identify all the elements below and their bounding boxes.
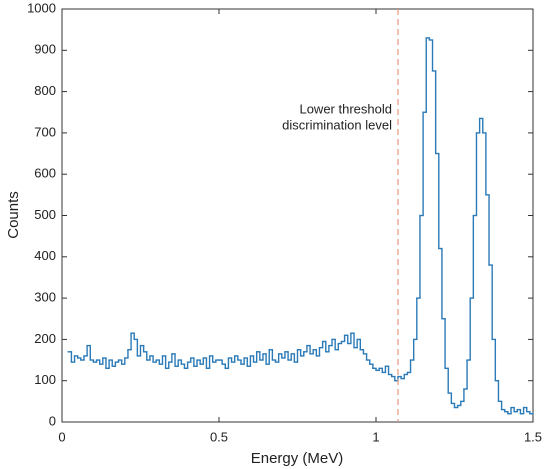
annotation: discrimination level xyxy=(282,117,392,132)
y-tick-label: 800 xyxy=(34,83,56,98)
annotation: Lower threshold xyxy=(299,101,392,116)
y-tick-label: 700 xyxy=(34,124,56,139)
y-tick-label: 100 xyxy=(34,372,56,387)
y-tick-label: 200 xyxy=(34,331,56,346)
y-tick-label: 600 xyxy=(34,166,56,181)
y-tick-label: 1000 xyxy=(27,0,56,15)
y-axis-label: Counts xyxy=(5,191,22,239)
x-axis-label: Energy (MeV) xyxy=(251,450,344,467)
y-tick-label: 900 xyxy=(34,42,56,57)
x-tick-label: 0.5 xyxy=(210,429,228,444)
y-tick-label: 400 xyxy=(34,248,56,263)
x-tick-label: 0 xyxy=(58,429,65,444)
y-tick-label: 0 xyxy=(49,413,56,428)
x-tick-label: 1 xyxy=(372,429,379,444)
y-tick-label: 500 xyxy=(34,207,56,222)
x-tick-label: 1.5 xyxy=(524,429,542,444)
y-tick-label: 300 xyxy=(34,290,56,305)
